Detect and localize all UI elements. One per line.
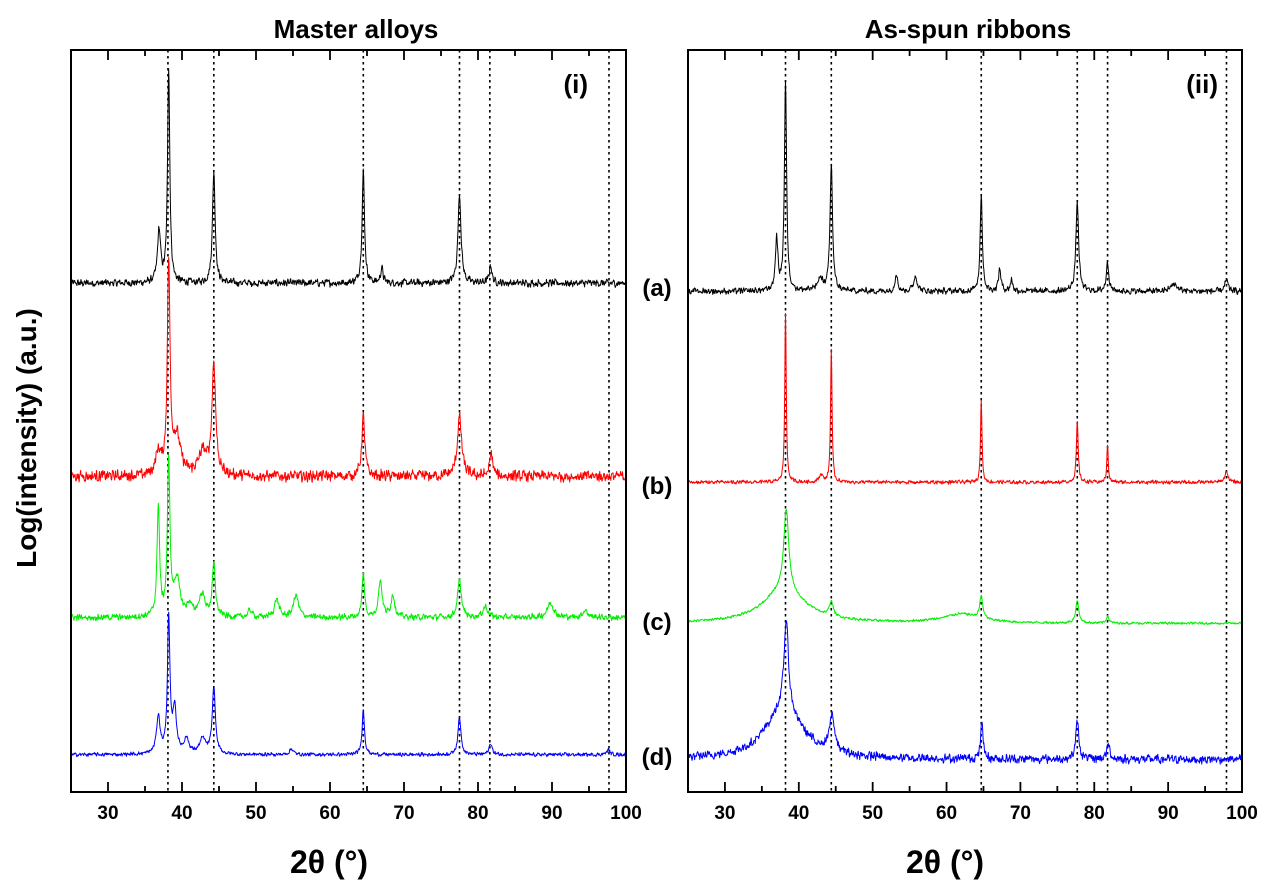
- y-axis-title: Log(intensity) (a.u.): [11, 308, 42, 568]
- series-line-left-2: [70, 454, 627, 622]
- panel-master-alloys: Master alloys (i) 2θ (°) 30 40 50 60 70 80 90 1…: [70, 14, 642, 880]
- x-tick-label: 50: [862, 803, 883, 824]
- plot-area-left: 30 40 50 60 70 80 90 100: [70, 49, 642, 824]
- plot-frame: [687, 49, 1243, 793]
- series-line-right-0: [687, 81, 1243, 295]
- x-tick-label: 100: [610, 803, 642, 824]
- x-axis-title-right: 2θ (°): [906, 844, 984, 880]
- panel-title-right: As-spun ribbons: [865, 14, 1072, 44]
- panel-title-left: Master alloys: [274, 14, 439, 44]
- x-tick-label: 90: [541, 803, 562, 824]
- plot-frame: [70, 49, 627, 793]
- x-tick-label: 80: [1084, 803, 1105, 824]
- x-tick-label: 50: [245, 803, 266, 824]
- x-tick-label: 60: [319, 803, 340, 824]
- series-label-3: (d): [642, 744, 673, 771]
- x-tick-label: 100: [1226, 803, 1258, 824]
- panel-tag-right: (ii): [1186, 69, 1218, 99]
- panel-tag-left: (i): [563, 69, 588, 99]
- x-tick-label: 60: [936, 803, 957, 824]
- x-tick-label: 70: [393, 803, 414, 824]
- x-tick-label: 40: [788, 803, 809, 824]
- x-tick-label: 30: [97, 803, 118, 824]
- x-tick-label: 90: [1158, 803, 1179, 824]
- x-tick-label: 30: [714, 803, 735, 824]
- x-tick-label: 40: [171, 803, 192, 824]
- panel-as-spun-ribbons: As-spun ribbons (ii) 2θ (°) 30 40 50 60 70 80…: [687, 14, 1258, 880]
- x-axis-title-left: 2θ (°): [290, 844, 368, 880]
- series-label-2: (c): [642, 609, 671, 636]
- series-line-left-0: [70, 68, 627, 288]
- x-tick-label: 70: [1010, 803, 1031, 824]
- series-line-left-3: [70, 611, 627, 758]
- series-line-right-2: [687, 508, 1243, 626]
- series-label-0: (a): [642, 275, 671, 302]
- series-labels: (a) (b) (c) (d): [642, 275, 673, 771]
- series-line-left-1: [70, 256, 627, 483]
- series-line-right-3: [687, 620, 1243, 765]
- series-label-1: (b): [642, 473, 673, 500]
- series-line-right-1: [687, 312, 1243, 485]
- plot-area-right: 30 40 50 60 70 80 90 100: [687, 49, 1258, 824]
- x-tick-label: 80: [467, 803, 488, 824]
